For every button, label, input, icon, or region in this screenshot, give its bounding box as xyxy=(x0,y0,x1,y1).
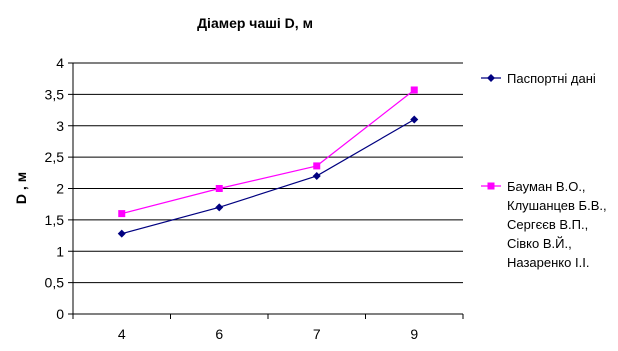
y-tick-label: 2,5 xyxy=(45,149,65,165)
series-2-point xyxy=(313,162,321,170)
legend-label-2: Назаренко І.І. xyxy=(507,255,589,270)
x-tick-label: 7 xyxy=(313,326,321,342)
plot-area: 0 0,5 1 1,5 2 2,5 3 3,5 4 4 6 7 9 xyxy=(45,55,464,342)
legend-label-2: Сівко В.Й., xyxy=(507,236,572,251)
y-tick-label: 4 xyxy=(56,55,64,71)
y-tick-label: 1 xyxy=(56,243,64,259)
series-2-point xyxy=(410,86,418,94)
legend-marker xyxy=(487,74,495,82)
series-2-point xyxy=(118,210,126,218)
series-line-2 xyxy=(121,89,415,215)
series-1-point xyxy=(215,203,224,212)
chart-title: Діамер чаші D, м xyxy=(197,15,313,31)
x-tick-label: 4 xyxy=(118,326,126,342)
y-tick-label: 0,5 xyxy=(45,275,65,291)
x-tick-label: 9 xyxy=(410,326,418,342)
y-tick-label: 0 xyxy=(56,306,64,322)
series-1-point xyxy=(410,115,419,124)
series-1-point xyxy=(312,171,321,180)
series-1-point xyxy=(117,229,126,238)
y-tick-label: 2 xyxy=(56,181,64,197)
legend-marker xyxy=(487,182,495,190)
y-tick-label: 1,5 xyxy=(45,212,65,228)
legend-label-1: Паспортні дані xyxy=(507,71,596,86)
y-tick-label: 3 xyxy=(56,118,64,134)
legend-label-2: Клушанцев Б.В., xyxy=(507,198,607,213)
legend: Паспортні дані Бауман В.О., Клушанцев Б.В.… xyxy=(481,71,607,270)
legend-label-2: Бауман В.О., xyxy=(507,179,586,194)
legend-label-2: Сергєєв В.П., xyxy=(507,217,588,232)
series-2-point xyxy=(215,185,223,192)
series-line-1 xyxy=(121,118,415,235)
y-tick-label: 3,5 xyxy=(45,86,65,102)
y-axis-label: D , м xyxy=(13,172,29,204)
x-tick-label: 6 xyxy=(215,326,223,342)
